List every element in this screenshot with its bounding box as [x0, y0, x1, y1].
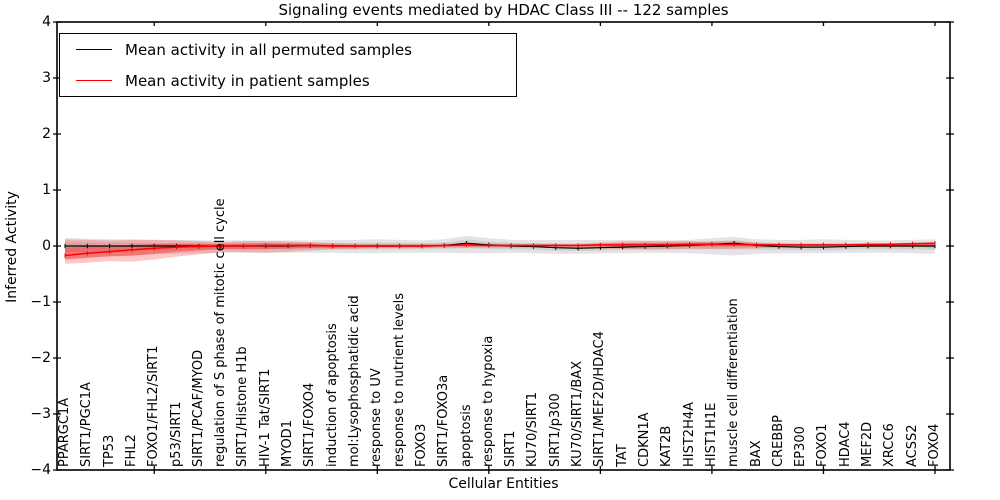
x-tick-label: SIRT1/PGC1A	[79, 382, 95, 467]
x-tick-label: HIST1H1E	[703, 402, 719, 467]
x-tick-label: MYOD1	[280, 420, 296, 467]
legend-item-patient: Mean activity in patient samples	[60, 65, 516, 96]
x-tick-label: CDKN1A	[637, 412, 652, 467]
x-tick-label: ACSS2	[904, 424, 920, 467]
x-tick-label: muscle cell differentiation	[726, 298, 742, 467]
x-tick-label: response to UV	[369, 368, 385, 467]
y-tick-label: 4	[42, 14, 51, 30]
y-tick-label: 3	[42, 70, 51, 86]
x-tick-label: FOXO3	[413, 423, 429, 467]
chart-title: Signaling events mediated by HDAC Class …	[278, 1, 729, 19]
legend-label-patient: Mean activity in patient samples	[125, 71, 370, 90]
x-tick-label: SIRT1/p300	[547, 393, 563, 467]
x-tick-label: KU70/SIRT1/BAX	[570, 360, 586, 467]
x-tick-label: KU70/SIRT1	[525, 392, 541, 467]
legend: Mean activity in all permuted samples Me…	[59, 33, 517, 97]
y-tick-label: −4	[30, 462, 51, 478]
legend-line-permuted-icon	[76, 49, 112, 50]
y-tick-label: −1	[30, 294, 51, 310]
x-tick-label: regulation of S phase of mitotic cell cy…	[213, 198, 229, 467]
patient-std-band-inner	[65, 242, 935, 260]
permuted-std-band	[65, 235, 935, 259]
x-tick-label: KAT2B	[659, 425, 675, 467]
x-tick-label: EP300	[793, 426, 809, 467]
x-tick-label: SIRT1/FOXO3a	[436, 374, 452, 467]
y-tick-label: −2	[30, 350, 51, 366]
x-tick-label: HIST2H4A	[681, 401, 697, 467]
legend-line-patient-icon	[76, 80, 112, 81]
x-tick-label: BAX	[748, 440, 764, 467]
legend-label-permuted: Mean activity in all permuted samples	[125, 40, 412, 59]
x-tick-label: p53/SIRT1	[168, 401, 184, 467]
x-tick-label: CREBBP	[770, 415, 786, 467]
x-tick-label: SIRT1/MEF2D/HDAC4	[592, 331, 608, 467]
x-tick-label: PPARGC1A	[57, 397, 72, 467]
x-tick-label: apoptosis	[458, 404, 474, 467]
patient-mean-line	[64, 242, 936, 257]
legend-item-permuted: Mean activity in all permuted samples	[60, 34, 516, 65]
x-tick-label: FHL2	[123, 434, 139, 467]
x-tick-label: MEF2D	[860, 421, 876, 467]
y-tick-label: 2	[42, 126, 51, 142]
y-tick-label: 1	[42, 182, 51, 198]
y-tick-label: −3	[30, 406, 51, 422]
x-tick-label: TP53	[101, 434, 117, 467]
x-tick-label: XRCC6	[882, 423, 898, 467]
x-tick-label: induction of apoptosis	[324, 323, 340, 467]
x-axis-label: Cellular Entities	[448, 476, 559, 492]
x-tick-label: HDAC4	[837, 421, 853, 467]
x-tick-label: SIRT1	[503, 430, 519, 467]
x-tick-label: response to nutrient levels	[391, 292, 407, 467]
y-tick-label: 0	[42, 238, 51, 254]
x-tick-label: FOXO4	[927, 423, 942, 467]
x-tick-label: TAT	[614, 444, 630, 467]
x-tick-label: FOXO1/FHL2/SIRT1	[146, 345, 162, 467]
x-tick-label: response to hypoxia	[480, 335, 496, 467]
patient-markers	[64, 241, 936, 258]
axis-ticks	[53, 21, 954, 474]
x-tick-label: SIRT1/FOXO4	[302, 382, 318, 467]
x-tick-label: SIRT1/Histone H1b	[235, 346, 251, 467]
x-tick-label: mol:Lysophosphatidic acid	[347, 295, 362, 467]
x-tick-label: HIV-1 Tat/SIRT1	[257, 368, 273, 467]
x-tick-label: FOXO1	[815, 423, 831, 467]
x-tick-label: SIRT1/PCAF/MYOD	[190, 349, 206, 467]
